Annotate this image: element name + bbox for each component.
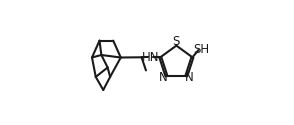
Text: S: S (173, 35, 180, 48)
Text: N: N (185, 71, 193, 84)
Text: SH: SH (193, 43, 209, 56)
Text: HN: HN (142, 50, 159, 64)
Text: N: N (159, 71, 168, 84)
